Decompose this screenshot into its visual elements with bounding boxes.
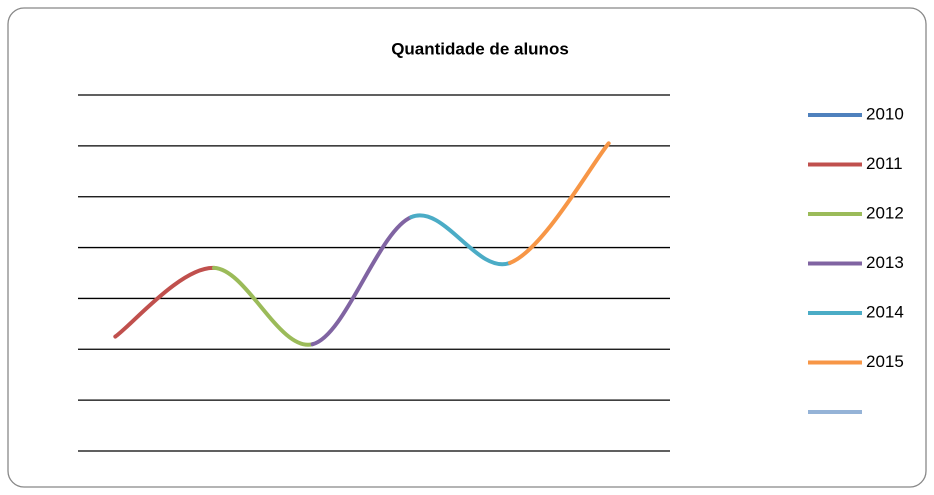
legend-label: 2011 bbox=[866, 154, 903, 173]
series-line bbox=[508, 141, 611, 265]
legend-label: 2013 bbox=[866, 253, 904, 272]
series-line bbox=[113, 265, 216, 339]
series-line bbox=[212, 265, 315, 347]
legend-label: 2012 bbox=[866, 203, 904, 222]
series-line bbox=[310, 215, 414, 347]
series-line bbox=[409, 213, 512, 267]
legend-label: 2015 bbox=[866, 352, 904, 371]
chart-title: Quantidade de alunos bbox=[391, 39, 569, 58]
legend-label: 2014 bbox=[866, 302, 904, 321]
legend-label: 2010 bbox=[866, 104, 904, 123]
